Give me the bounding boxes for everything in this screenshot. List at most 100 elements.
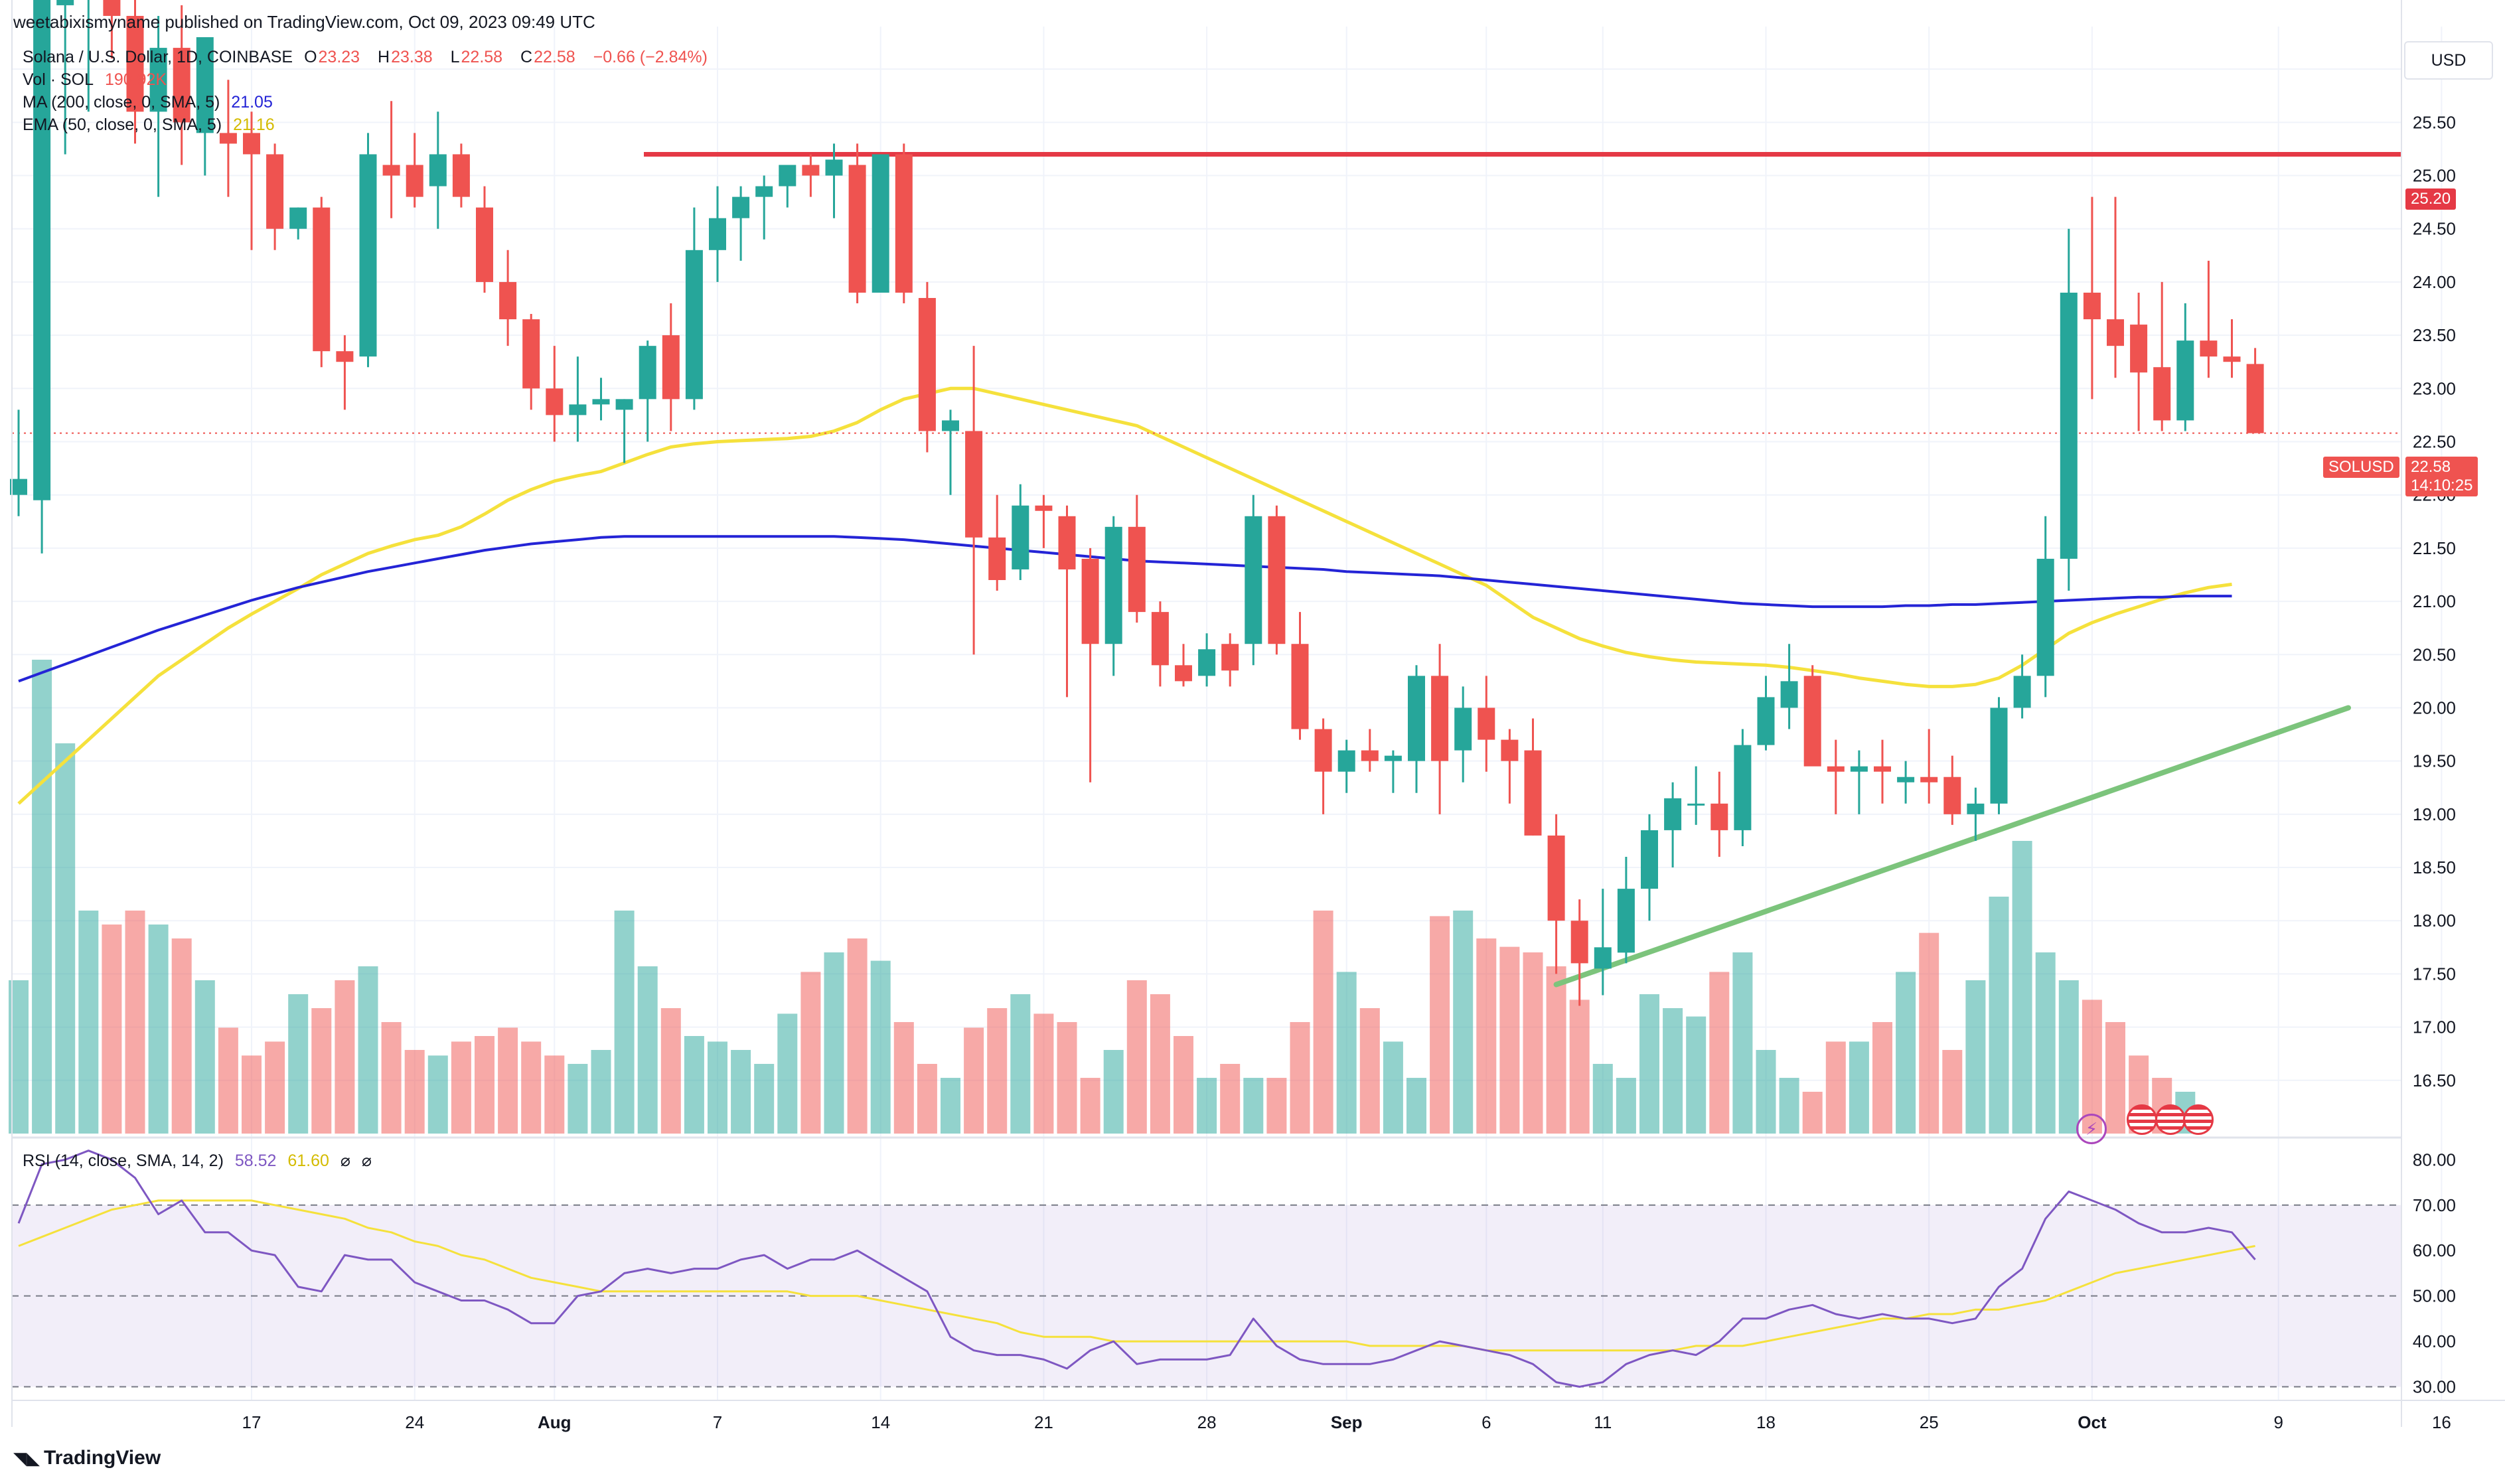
candle-body	[802, 165, 820, 176]
volume-bar	[1919, 932, 1939, 1134]
axes	[11, 0, 2505, 1427]
x-tick-label: Aug	[538, 1412, 571, 1432]
candle-body	[429, 154, 447, 186]
candle-body	[1314, 729, 1332, 772]
rsi-sma-line	[18, 1199, 2255, 1352]
settings-icon[interactable]: ⌀	[361, 1151, 372, 1170]
y-tick-label: 25.00	[2413, 166, 2456, 186]
us-event-icon[interactable]	[2183, 1104, 2214, 1135]
x-tick-label: 25	[1920, 1412, 1939, 1432]
candle-body	[732, 196, 750, 218]
symbol-title[interactable]: Solana / U.S. Dollar, 1D, COINBASE	[23, 48, 293, 66]
candle-body	[243, 133, 260, 155]
ma-legend[interactable]: MA (200, close, 0, SMA, 5) 21.05	[23, 93, 279, 112]
volume-bar	[1383, 1041, 1403, 1134]
volume-bar	[311, 1008, 332, 1134]
volume-bar	[1499, 946, 1520, 1134]
us-event-icon[interactable]	[2155, 1104, 2186, 1135]
rsi-legend[interactable]: RSI (14, close, SMA, 14, 2) 58.52 61.60 …	[23, 1151, 378, 1171]
volume-bars	[9, 660, 2196, 1134]
x-tick-label: 7	[713, 1412, 722, 1432]
us-event-icon[interactable]	[2127, 1104, 2158, 1135]
y-tick-label: 20.00	[2413, 698, 2456, 717]
currency-selector[interactable]: USD	[2404, 41, 2493, 80]
candle-body	[359, 154, 377, 357]
volume-bar	[1057, 1022, 1077, 1134]
candle-body	[1617, 889, 1635, 953]
volume-bar	[2058, 980, 2079, 1134]
rsi-tick-label: 40.00	[2413, 1331, 2456, 1351]
volume-value: 190.92K	[104, 70, 167, 89]
volume-bar	[2105, 1022, 2125, 1134]
volume-bar	[964, 1027, 984, 1134]
tradingview-logo[interactable]: ◥◣ TradingView	[13, 1447, 161, 1469]
volume-bar	[2082, 1000, 2102, 1134]
volume-bar	[568, 1064, 588, 1134]
candle-body	[872, 154, 889, 293]
volume-bar	[684, 1036, 704, 1134]
candle-body	[779, 165, 797, 186]
volume-bar	[1406, 1078, 1426, 1134]
volume-bar	[1266, 1078, 1287, 1134]
volume-bar	[1756, 1050, 1776, 1134]
rsi-line	[17, 1150, 2256, 1388]
volume-bar	[427, 1055, 448, 1134]
candle-body	[313, 207, 331, 352]
volume-bar	[591, 1050, 611, 1134]
y-tick-label: 24.50	[2413, 219, 2456, 239]
volume-bar	[1732, 952, 1753, 1134]
candle-body	[149, 48, 167, 112]
volume-bar	[637, 966, 658, 1134]
candle-body	[1757, 697, 1775, 745]
candle-body	[1547, 835, 1565, 921]
x-tick-label: 16	[2432, 1412, 2451, 1432]
volume-legend[interactable]: Vol · SOL 190.92K	[23, 70, 173, 90]
candle-body	[406, 165, 423, 197]
volume-bar	[1896, 972, 1916, 1134]
candle-body	[2130, 325, 2148, 373]
candle-body	[1128, 526, 1146, 613]
volume-bar	[381, 1022, 402, 1134]
candle-body	[126, 15, 144, 112]
volume-bar	[1033, 1013, 1054, 1134]
volume-bar	[498, 1027, 518, 1134]
volume-bar	[404, 1050, 425, 1134]
candle-body	[1361, 750, 1379, 761]
volume-bar	[102, 925, 122, 1134]
candle-body	[2176, 340, 2194, 421]
eye-off-icon[interactable]: ⌀	[340, 1151, 350, 1170]
volume-bar	[125, 911, 145, 1134]
candle-body	[476, 207, 493, 282]
volume-bar	[660, 1008, 681, 1134]
y-tick-label: 21.50	[2413, 538, 2456, 558]
rsi-pane	[17, 1150, 2256, 1388]
candle-body	[1104, 526, 1122, 644]
ma200-line	[18, 535, 2232, 683]
tick-labels: 16.50 17.00 17.50 18.00 18.50 19.00 19.50 20.00…	[242, 59, 2456, 1432]
rsi-tick-label: 80.00	[2413, 1150, 2456, 1169]
candle-body	[33, 0, 51, 500]
x-tick-label: Sep	[1331, 1412, 1363, 1432]
rsi-sma-value: 61.60	[287, 1151, 329, 1170]
rsi-label: RSI (14, close, SMA, 14, 2)	[23, 1151, 224, 1170]
volume-bar	[777, 1013, 798, 1134]
ema-legend[interactable]: EMA (50, close, 0, SMA, 5) 21.16	[23, 115, 281, 135]
volume-bar	[194, 980, 215, 1134]
y-tick-label: 18.50	[2413, 857, 2456, 877]
volume-bar	[1849, 1041, 1869, 1134]
candle-body	[1245, 516, 1262, 644]
candle-body	[103, 0, 121, 16]
flash-event-icon[interactable]: ⚡	[2076, 1114, 2107, 1144]
candle-body	[1478, 707, 1495, 740]
candle-body	[1920, 777, 1938, 782]
candle-body	[1524, 750, 1542, 836]
candle-body	[2060, 292, 2078, 559]
candle-body	[1850, 766, 1868, 772]
candle-body	[546, 388, 564, 415]
candle-body	[1408, 676, 1425, 761]
volume-label: Vol · SOL	[23, 70, 94, 89]
events-icons[interactable]: ⚡	[2076, 1104, 2214, 1144]
candle-body	[1734, 745, 1752, 830]
ema-value: 21.16	[233, 115, 275, 134]
candle-body	[1803, 676, 1821, 767]
